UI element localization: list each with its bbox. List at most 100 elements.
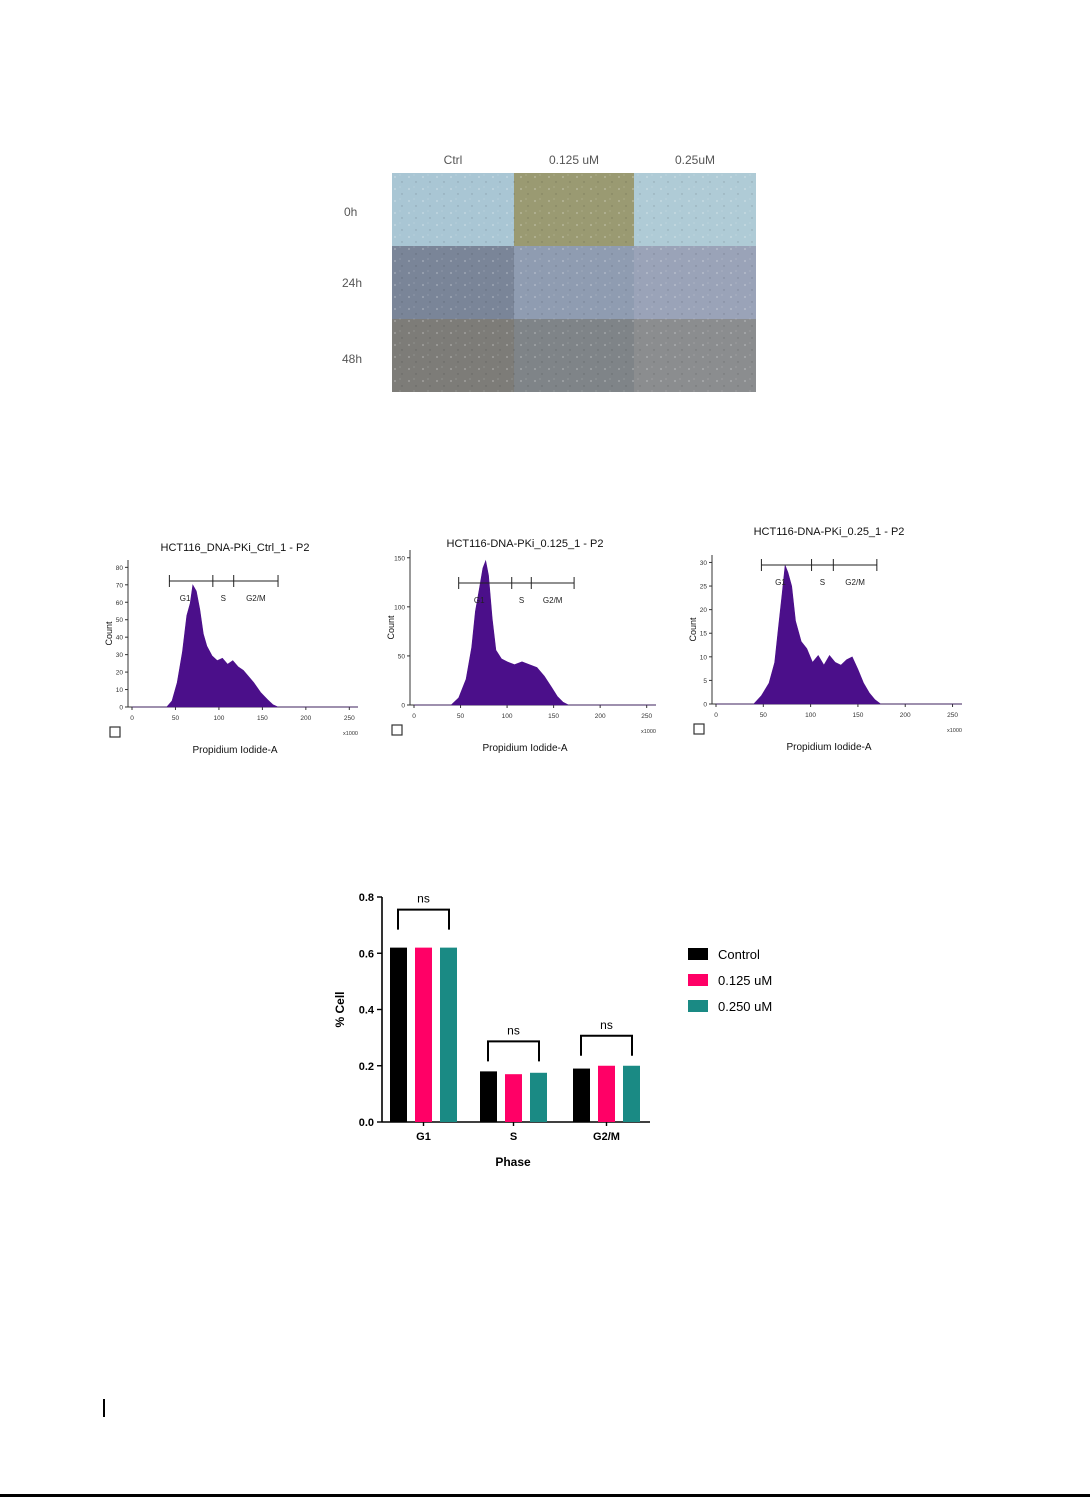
row-label-48h: 48h <box>342 352 363 366</box>
gate-label-s: S <box>221 594 226 603</box>
x-axis-label: Propidium Iodide-A <box>786 742 871 753</box>
micrograph-texture <box>634 319 756 392</box>
x-unit-label: x1000 <box>947 728 962 734</box>
x-unit-label: x1000 <box>641 729 656 735</box>
y-tick-label: 0 <box>703 702 707 709</box>
histogram-area <box>132 584 358 708</box>
x-tick-label: 50 <box>760 712 768 719</box>
y-tick-label: 0 <box>401 703 405 710</box>
x-axis-label: Propidium Iodide-A <box>192 745 277 756</box>
y-axis-label: Count <box>104 621 114 646</box>
y-tick-label: 40 <box>116 635 124 642</box>
x-tick-label: 100 <box>805 712 816 719</box>
significance-label: ns <box>600 1018 613 1032</box>
row-label-24h: 24h <box>342 276 363 290</box>
legend-label: Control <box>718 947 760 962</box>
x-tick-label: 250 <box>344 715 355 722</box>
gate-label-g2m: G2/M <box>246 594 266 603</box>
histogram-title: HCT116-DNA-PKi_0.25_1 - P2 <box>754 526 905 538</box>
y-axis-label: Count <box>688 617 698 642</box>
x-tick-label: 100 <box>213 715 224 722</box>
bar-y-tick-label: 0.4 <box>359 1005 375 1017</box>
bar-x-tick-label: G2/M <box>593 1131 620 1143</box>
gate-label-s: S <box>519 596 524 605</box>
bar-g2m-2 <box>598 1065 615 1122</box>
micrograph-texture <box>514 319 634 392</box>
histogram-area <box>716 565 962 705</box>
y-tick-label: 15 <box>700 631 708 638</box>
x-tick-label: 0 <box>130 715 134 722</box>
column-label-0125: 0.125 uM <box>548 153 600 167</box>
bar-g1-2 <box>415 947 432 1122</box>
bar-x-tick-label: S <box>510 1131 517 1143</box>
x-tick-label: 200 <box>900 712 911 719</box>
y-tick-label: 0 <box>119 705 123 712</box>
column-label-ctrl: Ctrl <box>443 153 463 167</box>
y-tick-label: 5 <box>703 678 707 685</box>
histogram-panel: HCT116_DNA-PKi_Ctrl_1 - P201020304050607… <box>104 526 962 756</box>
y-tick-label: 20 <box>116 670 124 677</box>
bar-y-tick-label: 0.6 <box>359 948 374 960</box>
scale-box-icon <box>391 724 403 736</box>
bar-y-tick-label: 0.2 <box>359 1061 374 1073</box>
histogram-3: HCT116-DNA-PKi_0.25_1 - P2 0 5 10 15 20 25 30 0 5… <box>688 526 962 753</box>
significance-label: ns <box>507 1023 520 1037</box>
footer-rule <box>0 1494 1090 1497</box>
scale-box-icon <box>109 726 121 738</box>
x-tick-label: 250 <box>641 713 652 720</box>
significance-bracket <box>397 908 450 930</box>
y-tick-label: 25 <box>700 584 708 591</box>
histogram-title: HCT116_DNA-PKi_Ctrl_1 - P2 <box>161 542 310 554</box>
bar-x-tick-label: G1 <box>416 1131 431 1143</box>
x-tick-label: 150 <box>852 712 863 719</box>
micrograph-texture <box>634 173 756 246</box>
x-tick-label: 250 <box>947 712 958 719</box>
margin-mark <box>103 1399 105 1417</box>
micrograph-texture <box>392 246 514 319</box>
y-tick-label: 20 <box>700 607 708 614</box>
gate-label-s: S <box>820 578 825 587</box>
y-tick-label: 10 <box>700 654 708 661</box>
x-tick-label: 50 <box>172 715 180 722</box>
bar-y-axis-label: % Cell <box>333 991 347 1027</box>
x-tick-label: 50 <box>457 713 465 720</box>
bar-g1-3 <box>440 947 457 1122</box>
row-label-0h: 0h <box>344 205 358 219</box>
gate-label-g2m: G2/M <box>845 578 865 587</box>
x-tick-label: 150 <box>257 715 268 722</box>
legend-label: 0.250 uM <box>718 999 772 1014</box>
y-tick-label: 100 <box>394 604 405 611</box>
x-axis-label: Propidium Iodide-A <box>482 743 567 754</box>
histogram-2: HCT116-DNA-PKi_0.125_1 - P2 0 50 100 150 0 50 1… <box>386 538 656 754</box>
bar-chart: 0.0 0.2 0.4 0.6 0.8 % Cell G1 ns Sns G2/M ns Phase C… <box>333 892 772 1169</box>
x-tick-label: 100 <box>502 713 513 720</box>
legend-swatch <box>688 974 708 986</box>
micrograph-texture <box>634 246 756 319</box>
y-tick-label: 30 <box>700 560 708 567</box>
gate-label-g2m: G2/M <box>543 596 563 605</box>
significance-bracket <box>580 1034 633 1056</box>
histogram-1: HCT116_DNA-PKi_Ctrl_1 - P2 0 10 20 30 40 50 60 7… <box>104 542 358 756</box>
legend-swatch <box>688 1000 708 1012</box>
y-tick-label: 30 <box>116 652 124 659</box>
bar-g2m-3 <box>623 1065 640 1122</box>
y-tick-label: 60 <box>116 600 124 607</box>
column-label-025: 0.25uM <box>674 153 716 167</box>
y-tick-label: 10 <box>116 687 124 694</box>
x-tick-label: 200 <box>595 713 606 720</box>
y-tick-label: 70 <box>116 582 124 589</box>
significance-bracket <box>487 1040 540 1062</box>
histogram-area <box>414 559 656 706</box>
gate-label-g1: G1 <box>180 594 191 603</box>
micrograph-texture <box>514 246 634 319</box>
x-tick-label: 200 <box>300 715 311 722</box>
y-tick-label: 80 <box>116 565 124 572</box>
y-tick-label: 50 <box>116 617 124 624</box>
bar-x-axis-label: Phase <box>495 1155 531 1169</box>
x-tick-label: 0 <box>412 713 416 720</box>
micrograph-texture <box>392 173 514 246</box>
bar-y-tick-label: 0.8 <box>359 892 374 904</box>
bar-s-3 <box>530 1072 547 1122</box>
x-tick-label: 0 <box>714 712 718 719</box>
bar-y-tick-label: 0.0 <box>359 1117 374 1129</box>
